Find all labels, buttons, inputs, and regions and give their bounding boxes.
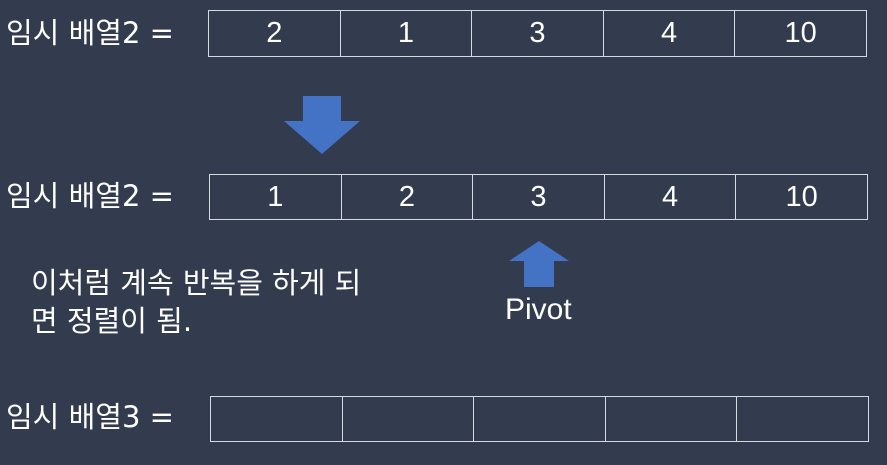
array-cell: 4 xyxy=(603,175,736,219)
array-cell xyxy=(211,397,342,441)
array-row-3 xyxy=(210,396,869,442)
array-cell: 3 xyxy=(472,175,604,219)
pivot-up-arrow-icon xyxy=(509,241,569,287)
row-3-label: 임시 배열3 = xyxy=(6,400,174,434)
note-line-1: 이처럼 계속 반복을 하게 되 xyxy=(31,266,362,300)
down-arrow-icon xyxy=(284,96,360,154)
array-cell xyxy=(341,397,474,441)
array-cell: 2 xyxy=(340,175,473,219)
pivot-label: Pivot xyxy=(505,293,572,326)
array-row-1: 2 1 3 4 10 xyxy=(208,10,867,57)
row-1-label: 임시 배열2 = xyxy=(6,16,174,50)
array-cell: 2 xyxy=(266,17,283,49)
array-cell: 3 xyxy=(471,11,603,56)
array-row-2: 1 2 3 4 10 xyxy=(209,174,868,220)
array-cell: 10 xyxy=(734,11,866,56)
array-cell: 10 xyxy=(735,175,867,219)
note-text: 이처럼 계속 반복을 하게 되 면 정렬이 됨. xyxy=(31,264,361,340)
array-cell: 4 xyxy=(602,11,735,56)
row-2-label: 임시 배열2 = xyxy=(6,179,174,213)
array-cell xyxy=(604,397,737,441)
array-cell xyxy=(473,397,605,441)
array-cell: 1 xyxy=(267,180,284,213)
array-cell: 1 xyxy=(339,11,472,56)
note-line-2: 면 정렬이 됨. xyxy=(31,304,193,338)
array-cell xyxy=(736,397,868,441)
